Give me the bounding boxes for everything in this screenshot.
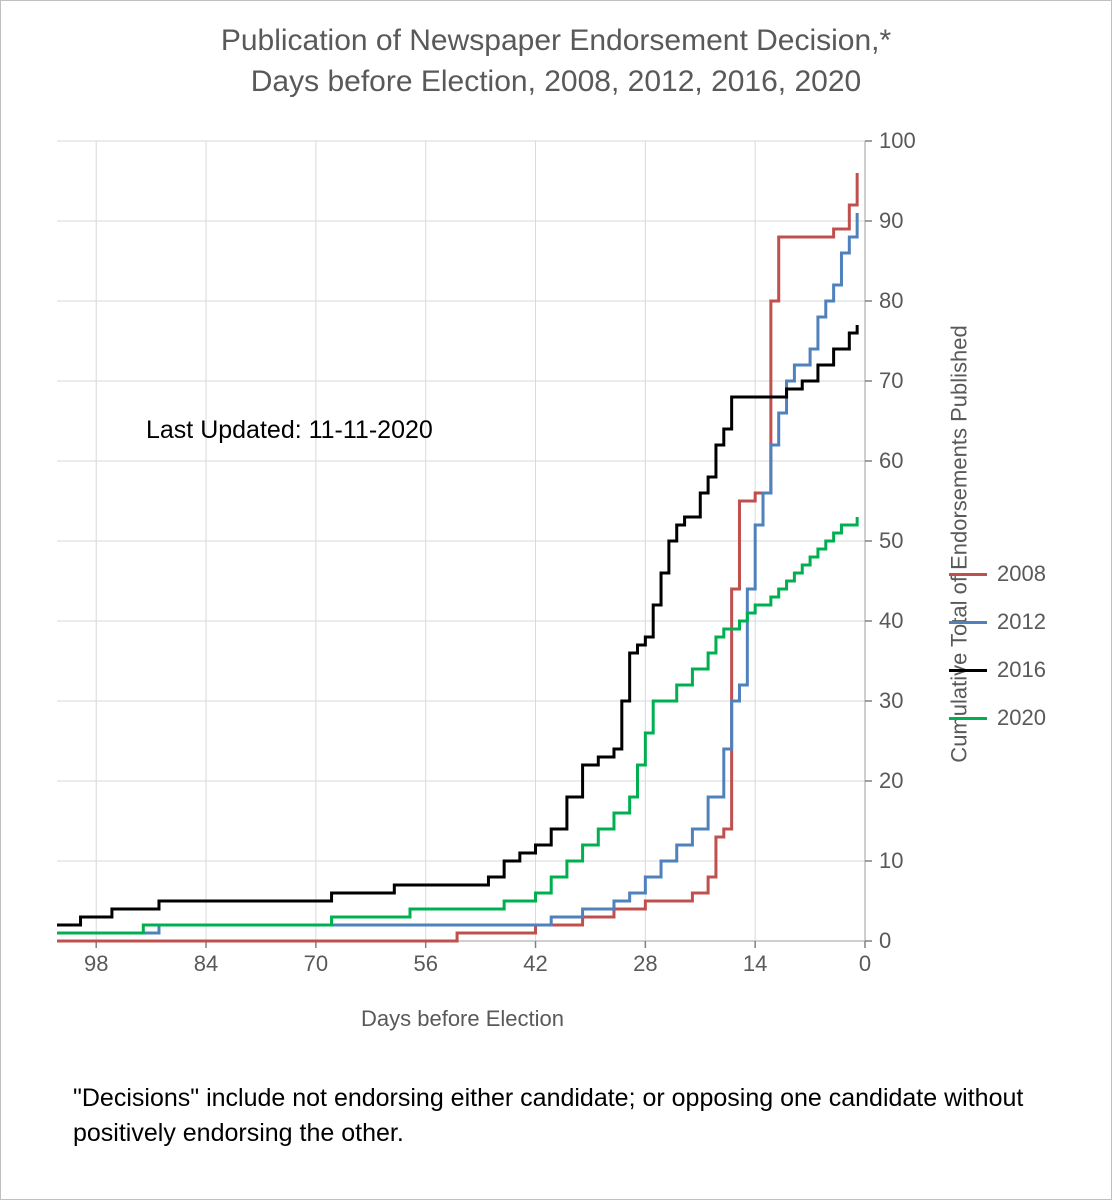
annotation-text: Last Updated: 11-11-2020	[146, 416, 433, 444]
svg-text:0: 0	[859, 951, 871, 976]
legend-swatch	[949, 669, 987, 672]
chart-title: Publication of Newspaper Endorsement Dec…	[1, 21, 1111, 102]
svg-text:80: 80	[879, 288, 903, 313]
svg-text:84: 84	[194, 951, 218, 976]
legend-swatch	[949, 717, 987, 720]
legend-swatch	[949, 621, 987, 624]
legend-label: 2016	[997, 657, 1046, 683]
svg-text:30: 30	[879, 688, 903, 713]
x-axis-label: Days before Election	[361, 1006, 564, 1032]
footnote: "Decisions" include not endorsing either…	[73, 1081, 1033, 1151]
svg-text:98: 98	[84, 951, 108, 976]
legend-item: 2008	[949, 561, 1046, 587]
title-line-1: Publication of Newspaper Endorsement Dec…	[221, 24, 891, 57]
legend-label: 2012	[997, 609, 1046, 635]
legend-item: 2012	[949, 609, 1046, 635]
legend-item: 2016	[949, 657, 1046, 683]
svg-text:28: 28	[633, 951, 657, 976]
svg-text:42: 42	[523, 951, 547, 976]
title-line-2: Days before Election, 2008, 2012, 2016, …	[251, 65, 861, 98]
svg-text:70: 70	[304, 951, 328, 976]
svg-text:56: 56	[413, 951, 437, 976]
svg-text:90: 90	[879, 208, 903, 233]
series-2012	[57, 213, 857, 933]
legend-item: 2020	[949, 705, 1046, 731]
series-2008	[57, 173, 857, 941]
svg-text:0: 0	[879, 928, 891, 953]
svg-text:20: 20	[879, 768, 903, 793]
svg-text:14: 14	[743, 951, 767, 976]
last-updated-annotation: Last Updated: 11-11-2020	[146, 416, 433, 445]
xlabel-text: Days before Election	[361, 1006, 564, 1031]
svg-text:10: 10	[879, 848, 903, 873]
series-2016	[57, 325, 857, 925]
legend: 2008 2012 2016 2020	[949, 561, 1046, 753]
svg-text:100: 100	[879, 128, 916, 153]
legend-swatch	[949, 573, 987, 576]
legend-label: 2020	[997, 705, 1046, 731]
legend-label: 2008	[997, 561, 1046, 587]
svg-text:40: 40	[879, 608, 903, 633]
svg-text:60: 60	[879, 448, 903, 473]
series-2020	[57, 517, 857, 933]
footnote-text: "Decisions" include not endorsing either…	[73, 1084, 1023, 1147]
svg-text:50: 50	[879, 528, 903, 553]
plot-area: 9884705642281400102030405060708090100	[57, 141, 865, 941]
chart-container: Publication of Newspaper Endorsement Dec…	[0, 0, 1112, 1200]
svg-text:70: 70	[879, 368, 903, 393]
